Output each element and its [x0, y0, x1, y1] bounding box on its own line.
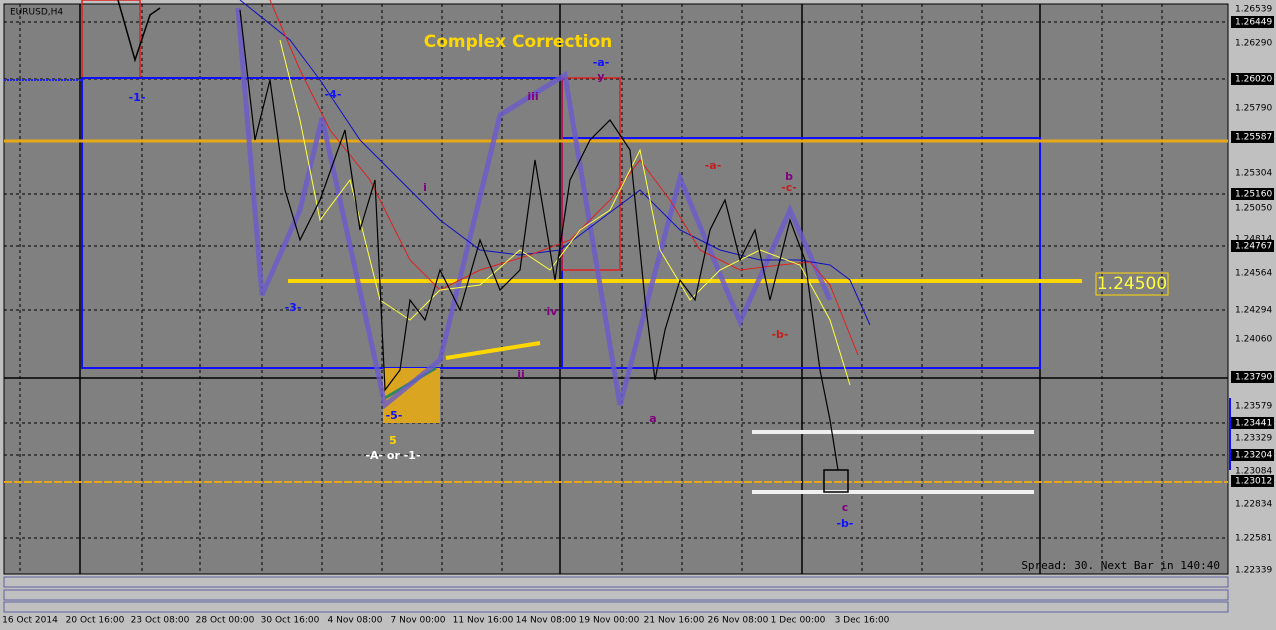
time-label: 11 Nov 16:00: [453, 616, 514, 626]
wave-label: -3-: [285, 301, 302, 314]
red-box: [561, 77, 621, 271]
price-tag: [1231, 417, 1274, 429]
price-label: 1.25790: [1235, 104, 1272, 114]
price-label: 1.22339: [1235, 566, 1272, 576]
level-box: [1095, 272, 1169, 296]
price-axis: 1.26539 1.26449 1.26290 1.26020 1.25790 1.255…: [1231, 5, 1274, 576]
wave-zigzag: [235, 7, 833, 410]
price-tag: [1231, 188, 1274, 200]
wave-label: y: [597, 70, 604, 83]
time-label: 20 Oct 16:00: [66, 616, 125, 626]
wave-label: c: [842, 501, 849, 514]
indicator-strip: [3, 576, 1229, 588]
price-label: 1.24060: [1235, 335, 1272, 345]
time-label: 19 Nov 00:00: [579, 616, 640, 626]
price: [117, 0, 161, 63]
price-label: 1.23084: [1235, 467, 1272, 477]
price-label: 1.23579: [1235, 402, 1272, 412]
price-label: 1.22834: [1235, 500, 1272, 510]
price-tag: [1231, 16, 1274, 28]
price-label: 1.26449: [1235, 18, 1272, 28]
price-tag: [1231, 475, 1274, 487]
wave-label: -4-: [325, 88, 342, 101]
price-label: 1.23790: [1235, 373, 1272, 383]
price-line: [239, 9, 839, 471]
moving-average: [269, 0, 859, 356]
wave-label: i: [423, 181, 427, 194]
indicator-strip: [3, 601, 1229, 613]
price-tag: [1231, 131, 1274, 143]
price-label: 1.25160: [1235, 190, 1272, 200]
symbol-label: EURUSD,H4: [10, 8, 63, 18]
target-box: [823, 469, 849, 493]
wave-label: -A- or -1-: [365, 449, 420, 462]
price-tag: [1231, 240, 1274, 252]
price-tag: [1231, 73, 1274, 85]
time-label: 30 Oct 16:00: [261, 616, 320, 626]
price-label: 1.24767: [1235, 242, 1272, 252]
time-label: 7 Nov 00:00: [391, 616, 446, 626]
time-label: 26 Nov 08:00: [708, 616, 769, 626]
wave-label: -5-: [386, 409, 403, 422]
time-label: 23 Oct 08:00: [131, 616, 190, 626]
time-label: 1 Dec 00:00: [771, 616, 826, 626]
price-label: 1.23329: [1235, 434, 1272, 444]
wave-label: iii: [527, 90, 538, 103]
time-label: 28 Oct 00:00: [196, 616, 255, 626]
wave-label: iv: [547, 305, 559, 318]
price-label: 1.24294: [1235, 306, 1272, 316]
trend-line: [445, 341, 541, 360]
time-label: 3 Dec 16:00: [835, 616, 890, 626]
price-label: 1.25587: [1235, 133, 1272, 143]
wave-label: 5: [389, 434, 397, 447]
chart-area: [3, 3, 1229, 575]
status-text: Spread: 30. Next Bar in 140:40: [1021, 559, 1220, 572]
wave-label: -1-: [129, 91, 146, 104]
price-tag: [1231, 449, 1274, 461]
wave-labels: -1- -4- -3- -5- 5 -A- or -1- iii i ii iv…: [129, 56, 854, 530]
time-label: 16 Oct 2014: [2, 616, 58, 626]
wave-label: a: [649, 412, 656, 425]
price-label: 1.23204: [1235, 451, 1272, 461]
price-label: 1.24814: [1235, 235, 1272, 245]
time-axis: 16 Oct 2014 20 Oct 16:00 23 Oct 08:00 28 Oc…: [2, 616, 889, 626]
wave-label: -a-: [705, 159, 722, 172]
price-label: 1.22581: [1235, 534, 1272, 544]
price-label: 1.26539: [1235, 5, 1272, 15]
wave-label: ii: [517, 368, 525, 381]
wave-label: b: [785, 170, 793, 183]
price-label: 1.23441: [1235, 419, 1272, 429]
wave-label: -a-: [593, 56, 610, 69]
price-label: 1.23012: [1235, 477, 1272, 487]
price-label: 1.26290: [1235, 39, 1272, 49]
wave-label: -c-: [781, 181, 797, 194]
price-label: 1.24564: [1235, 269, 1272, 279]
indicator-strip: [3, 589, 1229, 601]
time-label: 21 Nov 16:00: [644, 616, 705, 626]
level-label: 1.24500: [1097, 274, 1167, 294]
price-label: 1.25304: [1235, 169, 1272, 179]
price-label: 1.25050: [1235, 204, 1272, 214]
chart-title: Complex Correction: [424, 32, 613, 52]
time-label: 4 Nov 08:00: [328, 616, 383, 626]
price-tag: [1231, 371, 1274, 383]
wave-label: -b-: [836, 517, 853, 530]
price-label: 1.26020: [1235, 75, 1272, 85]
orange-box: [383, 368, 440, 423]
wave-label: -b-: [771, 328, 788, 341]
time-label: 14 Nov 08:00: [516, 616, 577, 626]
